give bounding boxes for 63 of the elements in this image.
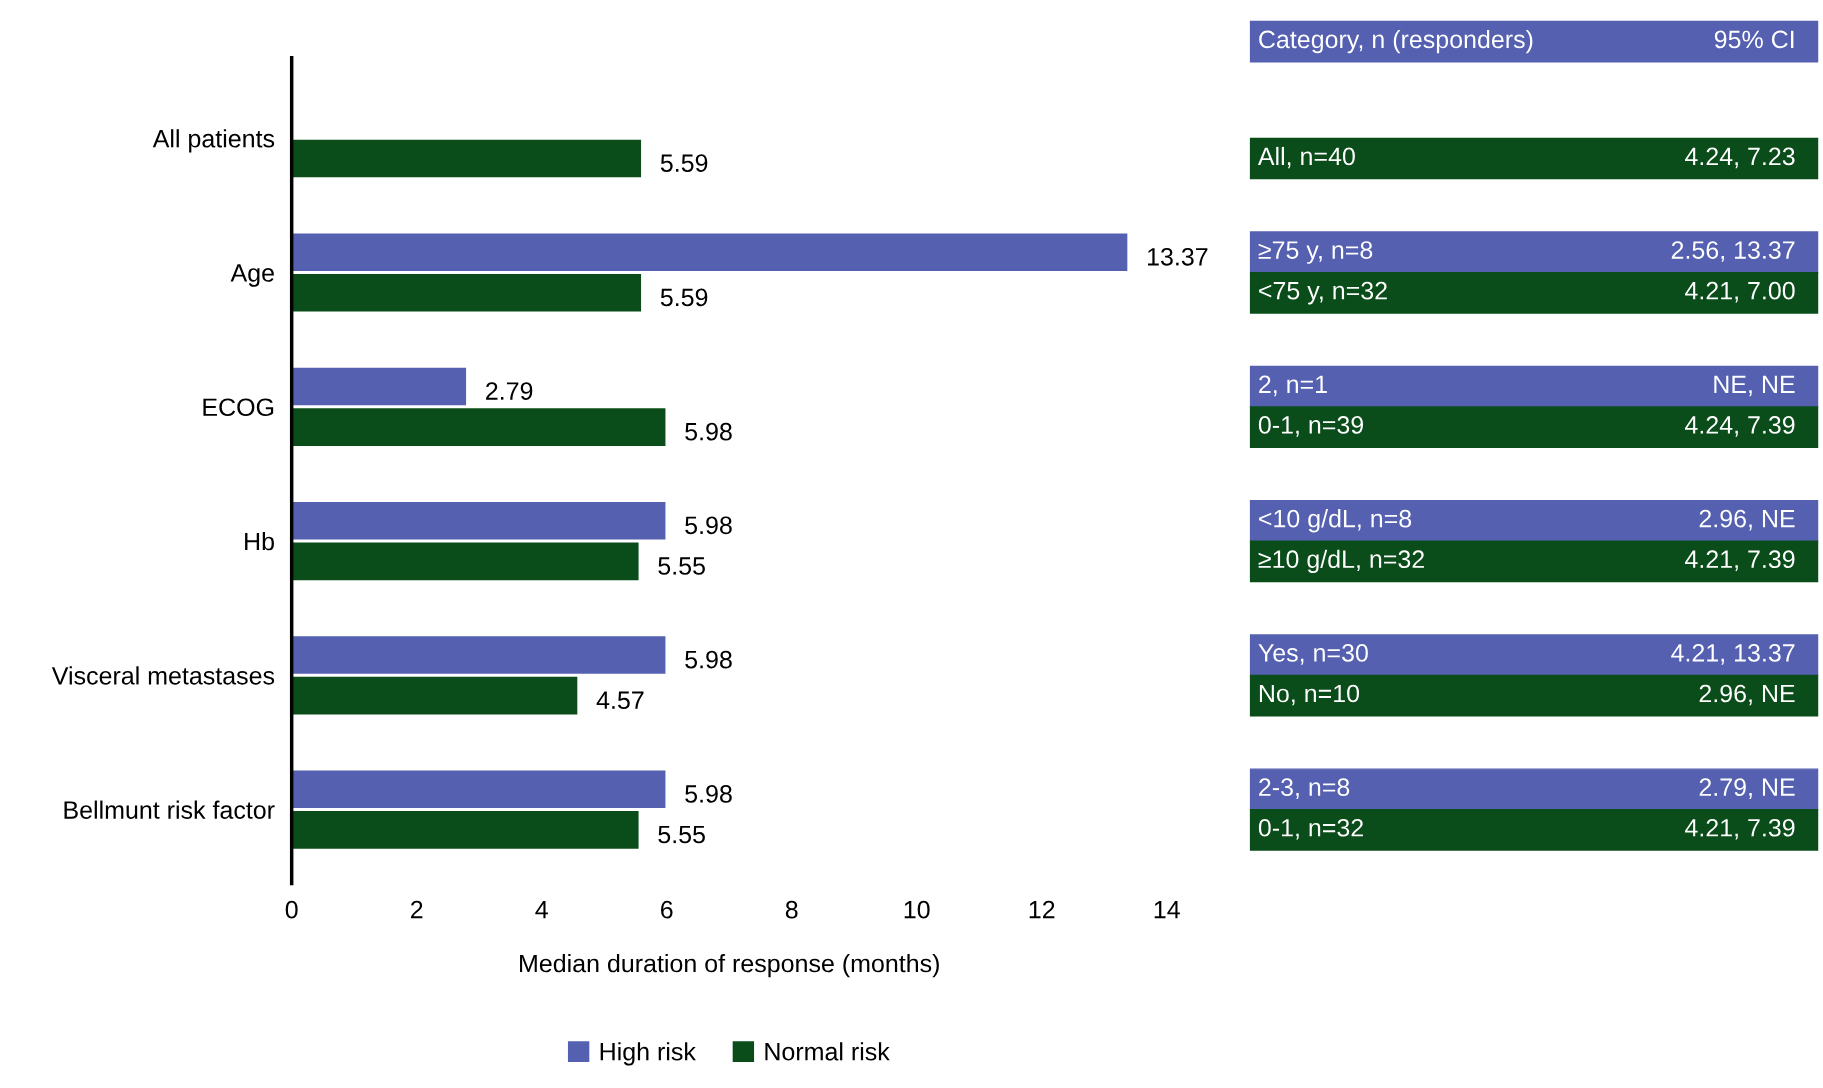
data-label: 5.59 xyxy=(660,288,708,307)
data-label: 5.59 xyxy=(660,154,708,172)
text: ≥75 y, n=8 xyxy=(1258,241,1373,264)
y-tick-label: Bellmunt risk factor xyxy=(64,800,275,819)
text: Category, n (responders) xyxy=(1259,29,1533,54)
x-tick-label: 2 xyxy=(410,900,423,919)
bar xyxy=(291,501,666,540)
text: 4.24, 7.39 xyxy=(1685,416,1795,437)
bar xyxy=(291,676,578,715)
x-tick-label: 6 xyxy=(661,900,673,919)
legend-label: High risk xyxy=(600,1042,696,1066)
text: 2.96, NE xyxy=(1699,684,1795,706)
text: <10 g/dL, n=8 xyxy=(1259,509,1412,533)
bar xyxy=(291,811,639,849)
data-label: 5.55 xyxy=(658,557,705,575)
bar xyxy=(291,274,642,312)
data-label: 5.98 xyxy=(685,422,732,441)
text: ≥10 g/dL, n=32 xyxy=(1258,549,1424,574)
y-tick-label: ECOG xyxy=(203,398,274,417)
text: No, n=10 xyxy=(1259,684,1360,706)
text: 2.79, NE xyxy=(1699,778,1795,799)
x-axis-title: Median duration of response (months) xyxy=(520,953,939,978)
data-label: 5.98 xyxy=(685,516,732,535)
y-tick-label: Hb xyxy=(245,532,274,551)
bar xyxy=(291,770,666,809)
text: NE, NE xyxy=(1714,375,1795,397)
text: 4.24, 7.23 xyxy=(1685,147,1795,169)
bar xyxy=(291,636,666,674)
text: 4.21, 13.37 xyxy=(1671,644,1795,665)
bar xyxy=(291,139,642,178)
text: Yes, n=30 xyxy=(1258,644,1368,665)
x-tick-label: 0 xyxy=(285,900,298,919)
x-tick-label: 10 xyxy=(904,900,930,919)
data-label: 5.98 xyxy=(685,650,732,669)
text: 2, n=1 xyxy=(1259,375,1327,397)
data-label: 4.57 xyxy=(596,691,644,710)
x-tick-label: 12 xyxy=(1029,900,1055,919)
text: 0-1, n=39 xyxy=(1258,416,1364,437)
y-tick-label: All patients xyxy=(152,129,275,153)
text: 95% CI xyxy=(1714,30,1794,49)
text: 2-3, n=8 xyxy=(1259,778,1350,799)
text: All, n=40 xyxy=(1257,146,1355,169)
data-label: 5.55 xyxy=(658,825,705,844)
text: 4.21, 7.39 xyxy=(1685,818,1795,840)
text: 2.56, 13.37 xyxy=(1671,241,1795,262)
data-label: 2.79 xyxy=(486,382,533,400)
bar xyxy=(291,408,666,446)
x-tick-label: 14 xyxy=(1154,901,1180,919)
bar xyxy=(291,367,467,406)
bar xyxy=(291,233,1128,271)
bar xyxy=(291,542,639,581)
legend-label: Normal risk xyxy=(765,1042,890,1061)
x-tick-label: 8 xyxy=(785,900,798,919)
x-tick-label: 4 xyxy=(535,901,548,919)
text: 2.96, NE xyxy=(1699,509,1795,531)
text: 0-1, n=32 xyxy=(1258,818,1363,840)
text: 4.21, 7.00 xyxy=(1685,281,1795,303)
y-tick-label: Visceral metastases xyxy=(51,666,275,685)
data-label: 5.98 xyxy=(685,785,732,803)
data-label: 13.37 xyxy=(1148,247,1208,266)
text: 4.21, 7.39 xyxy=(1685,550,1795,572)
y-tick-label: Age xyxy=(230,264,274,287)
text: <75 y, n=32 xyxy=(1259,281,1387,305)
